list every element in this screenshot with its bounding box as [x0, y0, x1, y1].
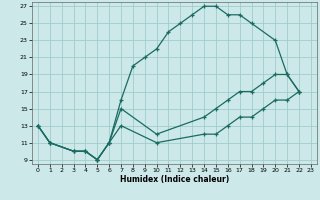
X-axis label: Humidex (Indice chaleur): Humidex (Indice chaleur) [120, 175, 229, 184]
